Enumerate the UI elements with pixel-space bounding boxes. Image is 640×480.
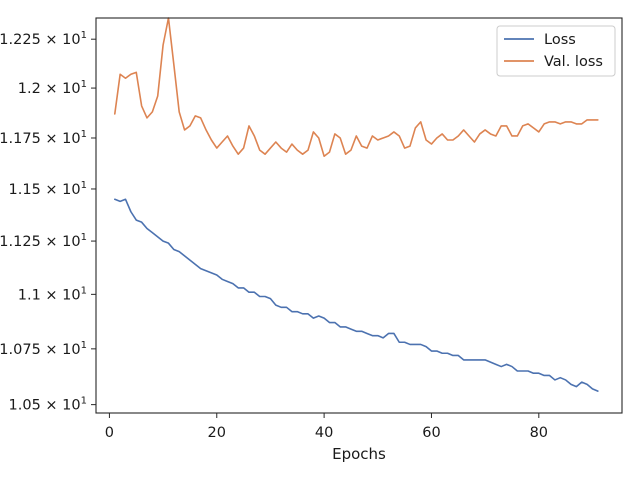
y-tick-label: 1.1 × 101	[18, 285, 87, 303]
x-tick-label: 80	[530, 425, 548, 441]
x-axis-label: Epochs	[332, 445, 386, 463]
x-tick-label: 20	[208, 425, 226, 441]
y-axis: 1.05 × 101 1.075 × 101 1.1 × 101 1.125 × 10…	[0, 30, 96, 414]
x-axis: 0 20 40 60 80	[105, 413, 548, 441]
x-tick-label: 40	[315, 425, 333, 441]
plot-area	[95, 17, 623, 414]
y-tick-label: 1.075 × 101	[0, 340, 87, 358]
x-tick-label: 60	[422, 425, 440, 441]
y-tick-label: 1.225 × 101	[0, 30, 87, 48]
x-tick-label: 0	[105, 425, 114, 441]
series-line-val-loss	[113, 17, 599, 158]
axes-frame	[95, 17, 623, 414]
y-tick-label: 1.125 × 101	[0, 232, 87, 250]
legend-label-val-loss: Val. loss	[544, 54, 603, 70]
series-line-loss	[113, 198, 599, 392]
y-tick-label: 1.2 × 101	[18, 79, 87, 97]
y-tick-label: 1.15 × 101	[9, 180, 87, 198]
legend: Loss Val. loss	[496, 25, 616, 77]
y-tick-label: 1.175 × 101	[0, 129, 87, 147]
y-tick-label: 1.05 × 101	[9, 396, 87, 414]
legend-label-loss: Loss	[544, 32, 576, 48]
